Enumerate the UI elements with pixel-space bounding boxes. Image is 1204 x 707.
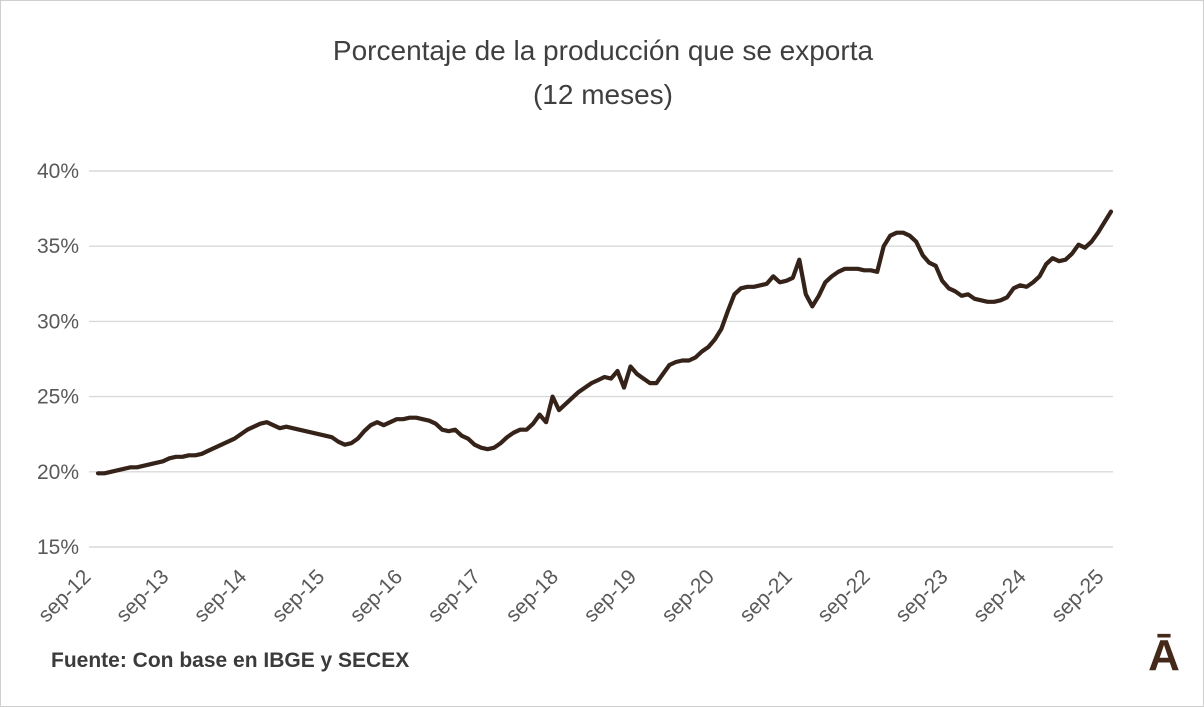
x-axis-label-sep-13: sep-13 [112,565,174,627]
x-axis-label-sep-22: sep-22 [813,565,875,627]
brand-logo: Ā [1148,631,1180,680]
x-axis-label-sep-15: sep-15 [268,565,330,627]
x-axis-label-sep-17: sep-17 [423,565,485,627]
y-axis-label-35%: 35% [37,235,79,258]
data-line [95,209,1114,476]
x-axis-label-sep-12: sep-12 [34,565,96,627]
x-axis-label-sep-18: sep-18 [501,565,563,627]
x-axis-label-sep-19: sep-19 [579,565,641,627]
y-axis-label-30%: 30% [37,310,79,333]
y-axis-label-40%: 40% [37,160,79,183]
y-axis-label-25%: 25% [37,386,79,409]
x-axis-label-sep-24: sep-24 [969,565,1031,627]
x-axis-label-sep-25: sep-25 [1047,565,1109,627]
chart-subtitle: (12 meses) [532,79,674,110]
y-axis-label-20%: 20% [37,461,79,484]
source-note: Fuente: Con base en IBGE y SECEX [51,649,410,672]
chart-title: Porcentaje de la producción que se expor… [332,35,874,66]
chart-title-block: Porcentaje de la producción que se expor… [1,29,1203,117]
x-axis-label-sep-21: sep-21 [735,565,797,627]
x-axis-label-sep-20: sep-20 [657,565,719,627]
x-axis-label-sep-23: sep-23 [891,565,953,627]
y-axis-label-15%: 15% [37,536,79,559]
x-axis-label-sep-14: sep-14 [190,565,252,627]
x-axis-label-sep-16: sep-16 [346,565,408,627]
